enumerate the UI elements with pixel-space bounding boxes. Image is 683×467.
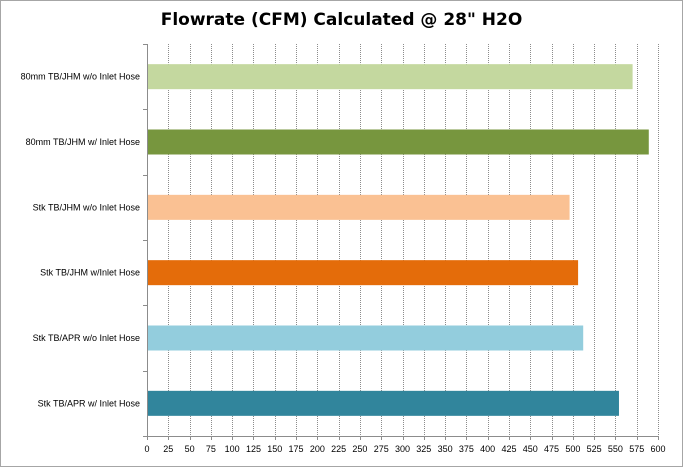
bar <box>148 390 619 416</box>
x-tick-label: 425 <box>501 444 516 454</box>
bars <box>148 64 649 416</box>
x-tick-label: 575 <box>629 444 644 454</box>
bar <box>148 194 570 220</box>
x-tick-label: 325 <box>416 444 431 454</box>
x-tick-label: 75 <box>206 444 216 454</box>
x-tick-label: 0 <box>144 444 149 454</box>
bar <box>148 129 649 155</box>
x-tick-label: 500 <box>565 444 580 454</box>
category-label: Stk TB/APR w/ Inlet Hose <box>38 398 140 408</box>
category-label: Stk TB/JHM w/o Inlet Hose <box>33 202 140 212</box>
x-tick-label: 600 <box>650 444 665 454</box>
x-tick-label: 400 <box>480 444 495 454</box>
x-tick-label: 450 <box>523 444 538 454</box>
x-tick-label: 525 <box>587 444 602 454</box>
axes <box>143 44 659 440</box>
x-tick-label: 125 <box>246 444 261 454</box>
x-tick-label: 50 <box>185 444 195 454</box>
x-tick-label: 225 <box>331 444 346 454</box>
x-tick-label: 175 <box>289 444 304 454</box>
category-label: 80mm TB/JHM w/ Inlet Hose <box>26 137 140 147</box>
x-tick-label: 200 <box>310 444 325 454</box>
x-tick-label: 475 <box>544 444 559 454</box>
x-tick-label: 150 <box>267 444 282 454</box>
x-tick-label: 300 <box>395 444 410 454</box>
x-tick-label: 375 <box>459 444 474 454</box>
chart-title: Flowrate (CFM) Calculated @ 28" H2O <box>160 10 523 30</box>
bar <box>148 260 579 286</box>
bar <box>148 325 584 351</box>
category-labels: 80mm TB/JHM w/o Inlet Hose 80mm TB/JHM w/… <box>21 72 140 409</box>
x-tick-label: 350 <box>438 444 453 454</box>
grid-lines <box>168 44 659 436</box>
x-tick-label: 250 <box>352 444 367 454</box>
x-tick-label: 550 <box>608 444 623 454</box>
x-tick-label: 275 <box>374 444 389 454</box>
x-tick-label: 100 <box>225 444 240 454</box>
category-label: Stk TB/JHM w/Inlet Hose <box>40 268 140 278</box>
x-tick-labels: 0 25 50 75 100 125 150 175 200 225 250 275 300 325 350… <box>144 444 665 454</box>
bar <box>148 64 633 90</box>
category-label: 80mm TB/JHM w/o Inlet Hose <box>21 72 140 82</box>
x-tick-label: 25 <box>163 444 173 454</box>
category-label: Stk TB/APR w/o Inlet Hose <box>33 333 140 343</box>
